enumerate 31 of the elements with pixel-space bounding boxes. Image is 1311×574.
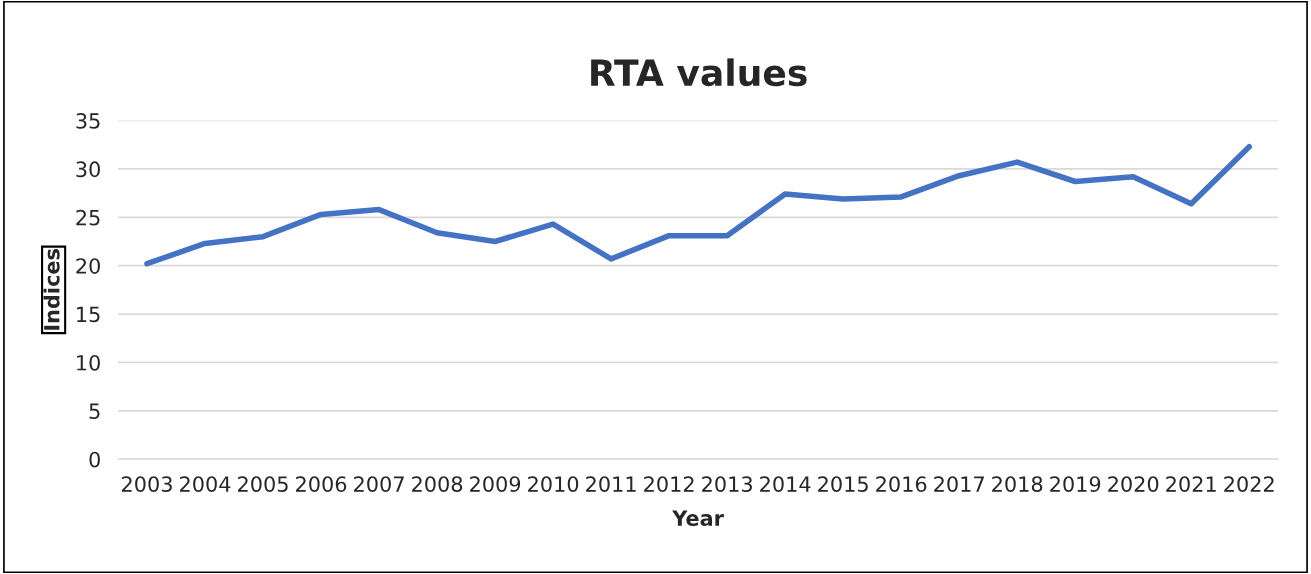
x-tick-label: 2008 — [412, 476, 463, 492]
x-tick-label: 2016 — [876, 476, 927, 492]
x-tick-label: 2017 — [934, 476, 984, 492]
y-tick-label: 0 — [89, 451, 100, 468]
y-tick-label: 15 — [77, 306, 100, 323]
x-tick-label: 2021 — [1166, 476, 1216, 492]
y-tick-label: 5 — [89, 403, 100, 420]
x-tick-label: 2014 — [760, 476, 811, 492]
x-tick-label: 2005 — [238, 476, 288, 492]
x-tick-label: 2011 — [586, 476, 636, 492]
y-tick-label: 30 — [76, 161, 100, 178]
y-tick-label: 35 — [76, 112, 100, 129]
x-tick-label: 2003 — [122, 476, 172, 492]
y-tick-label: 10 — [77, 354, 100, 371]
x-tick-label: 2013 — [702, 476, 752, 492]
x-axis-title: Year — [672, 510, 724, 527]
x-tick-label: 2022 — [1224, 476, 1274, 492]
x-tick-label: 2015 — [818, 476, 868, 492]
y-axis-title: Indices — [43, 249, 60, 330]
x-tick-label: 2020 — [1108, 476, 1159, 492]
y-tick-label: 25 — [76, 209, 100, 226]
x-tick-label: 2012 — [644, 476, 694, 492]
y-tick-label: 20 — [76, 258, 100, 274]
x-tick-label: 2009 — [470, 476, 521, 492]
chart-title: RTA values — [591, 58, 807, 87]
x-tick-label: 2006 — [296, 476, 347, 492]
x-tick-label: 2018 — [992, 476, 1043, 492]
x-tick-label: 2010 — [528, 476, 579, 492]
x-tick-label: 2007 — [354, 476, 404, 492]
x-tick-label: 2004 — [180, 476, 231, 492]
x-tick-label: 2019 — [1050, 476, 1101, 492]
